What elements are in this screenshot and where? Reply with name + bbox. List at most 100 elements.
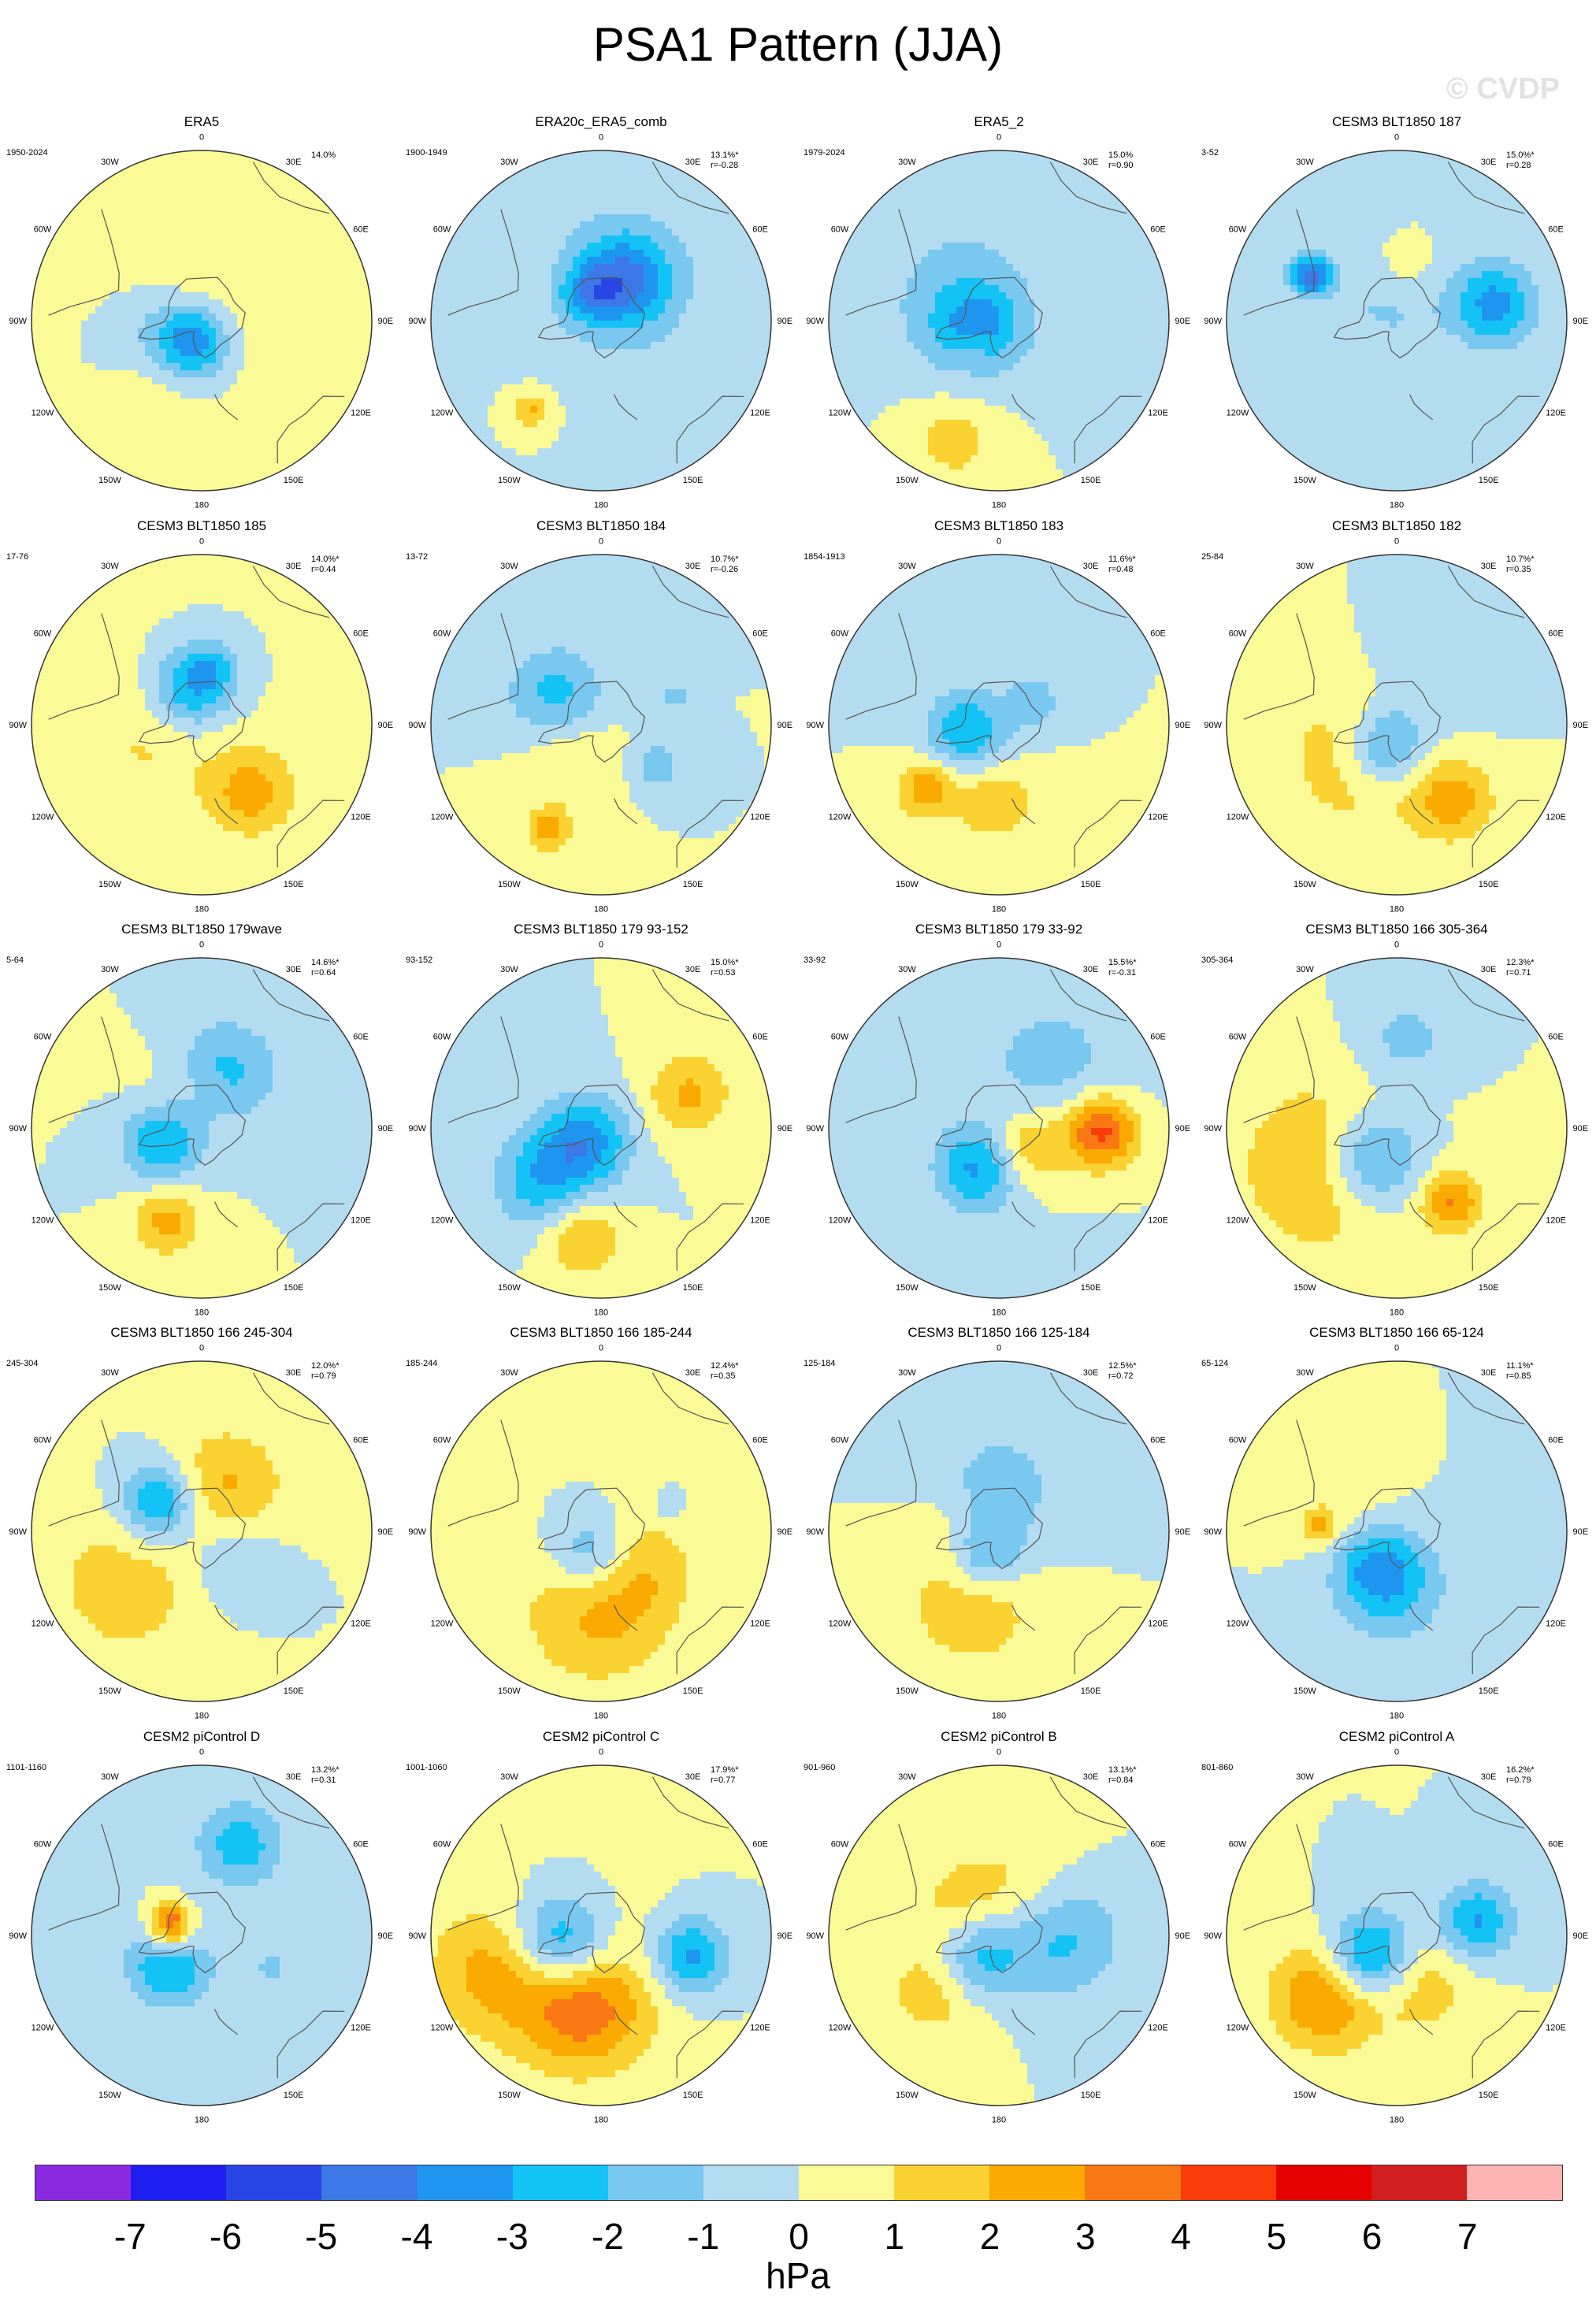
panel-years: 93-152: [406, 955, 432, 965]
longitude-label: 120E: [1148, 1216, 1168, 1226]
longitude-label: 150W: [896, 476, 919, 485]
panel-title: CESM3 BLT1850 182: [1197, 518, 1596, 534]
longitude-label: 120W: [1227, 2024, 1249, 2033]
anomaly-field: [1227, 1765, 1567, 2106]
panel-variance-stats: 15.0% r=0.90: [1108, 150, 1134, 171]
longitude-label: 0: [997, 133, 1001, 143]
longitude-label: 90W: [9, 317, 27, 326]
coastline: [48, 209, 120, 316]
panel-title: CESM2 piControl D: [2, 1729, 401, 1745]
longitude-label: 30W: [1296, 1368, 1314, 1378]
coastline: [676, 2010, 744, 2079]
panel-percent-variance: 12.3%*: [1506, 958, 1534, 968]
longitude-label: 120E: [1546, 813, 1566, 822]
longitude-label: 30W: [500, 1772, 518, 1782]
antarctica-outline: [935, 1487, 1043, 1570]
longitude-label: 150W: [98, 476, 121, 485]
longitude-label: 60E: [1548, 1435, 1564, 1445]
longitude-label: 150E: [1081, 2091, 1101, 2100]
longitude-label: 30W: [500, 562, 518, 571]
panel-variance-stats: 11.1%* r=0.85: [1506, 1361, 1534, 1382]
panel-years: 25-84: [1201, 552, 1223, 562]
longitude-label: 60W: [1229, 224, 1247, 234]
longitude-label: 180: [992, 1711, 1006, 1720]
panel-pattern-correlation: r=0.72: [1108, 1371, 1136, 1382]
longitude-label: 90E: [1175, 1124, 1191, 1134]
colorbar-tick-label: -1: [687, 2215, 719, 2258]
panel-title: CESM3 BLT1850 185: [2, 518, 401, 534]
longitude-label: 120E: [1546, 1216, 1566, 1226]
longitude-label: 30W: [101, 562, 119, 571]
longitude-label: 30E: [286, 1368, 302, 1378]
map-panel: CESM2 piControl A 801-860 16.2%* r=0.79 0 30E…: [1197, 1729, 1596, 2131]
longitude-label: 90W: [9, 1124, 27, 1134]
coastline: [277, 1203, 345, 1271]
map-panel: CESM3 BLT1850 166 125-184 125-184 12.5%* r=…: [800, 1325, 1198, 1727]
coastline: [447, 1016, 519, 1123]
longitude-label: 60E: [353, 629, 369, 638]
longitude-label: 90W: [1204, 721, 1222, 730]
panel-title: CESM3 BLT1850 184: [402, 518, 800, 534]
anomaly-field: [829, 1361, 1169, 1701]
longitude-label: 90W: [9, 1527, 27, 1537]
coastlines: [845, 161, 1142, 464]
longitude-label: 90W: [408, 1931, 426, 1941]
map-panel: CESM3 BLT1850 179 93-152 93-152 15.0%* r=0.…: [402, 922, 800, 1323]
longitude-label: 150W: [498, 1686, 521, 1696]
anomaly-field: [829, 958, 1169, 1298]
panel-percent-variance: 15.0%: [1108, 150, 1134, 161]
coastline: [1243, 1824, 1315, 1931]
longitude-label: 0: [1394, 1748, 1399, 1757]
longitude-label: 30E: [286, 562, 302, 571]
longitude-label: 60W: [433, 629, 451, 638]
longitude-label: 150W: [498, 880, 521, 889]
panel-title: CESM3 BLT1850 179 33-92: [800, 922, 1198, 937]
longitude-label: 150W: [98, 1283, 121, 1293]
polar-anomaly-map: 0 30E 60E 90E 120E 150E 180 150W 120W 90W 60W 30W: [9, 537, 394, 915]
coastline: [1011, 1201, 1036, 1228]
panel-pattern-correlation: r=0.28: [1506, 161, 1534, 171]
longitude-label: 120W: [32, 813, 54, 822]
longitude-label: 120E: [750, 1620, 770, 1629]
panel-years: 901-960: [804, 1763, 835, 1772]
longitude-label: 150W: [98, 1686, 121, 1696]
anomaly-field: [829, 555, 1169, 895]
longitude-label: 60E: [1150, 1435, 1166, 1445]
anomaly-field: [431, 555, 771, 895]
map-panel: ERA20c_ERA5_comb 1900-1949 13.1%* r=-0.28 0 3…: [402, 114, 800, 516]
coastlines: [48, 969, 345, 1271]
map-panel: CESM3 BLT1850 166 245-304 245-304 12.0%* r=…: [2, 1325, 401, 1727]
longitude-label: 30W: [101, 1772, 119, 1782]
panel-years: 3-52: [1201, 148, 1219, 158]
panel-percent-variance: 14.0%: [311, 150, 336, 161]
coastline: [676, 395, 744, 464]
longitude-label: 30W: [898, 1368, 916, 1378]
longitude-label: 90E: [378, 721, 394, 730]
anomaly-field: [32, 555, 372, 895]
anomaly-field: [1227, 958, 1567, 1298]
longitude-label: 90E: [778, 721, 793, 730]
longitude-label: 150E: [1479, 2091, 1499, 2100]
coastline: [1243, 1419, 1315, 1527]
map-panel: CESM3 BLT1850 166 65-124 65-124 11.1%* r=0.…: [1197, 1325, 1596, 1727]
longitude-label: 180: [195, 904, 209, 914]
longitude-label: 0: [1394, 133, 1399, 143]
longitude-label: 90W: [1204, 317, 1222, 326]
longitude-label: 120E: [750, 1216, 770, 1226]
longitude-label: 30W: [500, 1368, 518, 1378]
longitude-label: 30E: [685, 158, 701, 167]
coastline: [1049, 566, 1127, 618]
panel-title: CESM3 BLT1850 166 245-304: [2, 1325, 401, 1341]
longitude-label: 180: [992, 500, 1006, 510]
anomaly-field: [1227, 150, 1567, 491]
longitude-label: 150E: [1081, 1686, 1101, 1696]
antarctica-outline: [935, 681, 1043, 763]
polar-anomaly-map: 0 30E 60E 90E 120E 150E 180 150W 120W 90W 60W 30W: [408, 1748, 793, 2125]
longitude-label: 150W: [1294, 476, 1316, 485]
panel-pattern-correlation: r=0.53: [711, 968, 738, 978]
longitude-label: 60E: [752, 1032, 768, 1041]
longitude-label: 60E: [752, 224, 768, 234]
colorbar-tick-label: 5: [1266, 2215, 1286, 2258]
longitude-label: 30W: [101, 158, 119, 167]
longitude-label: 90E: [778, 1931, 793, 1941]
